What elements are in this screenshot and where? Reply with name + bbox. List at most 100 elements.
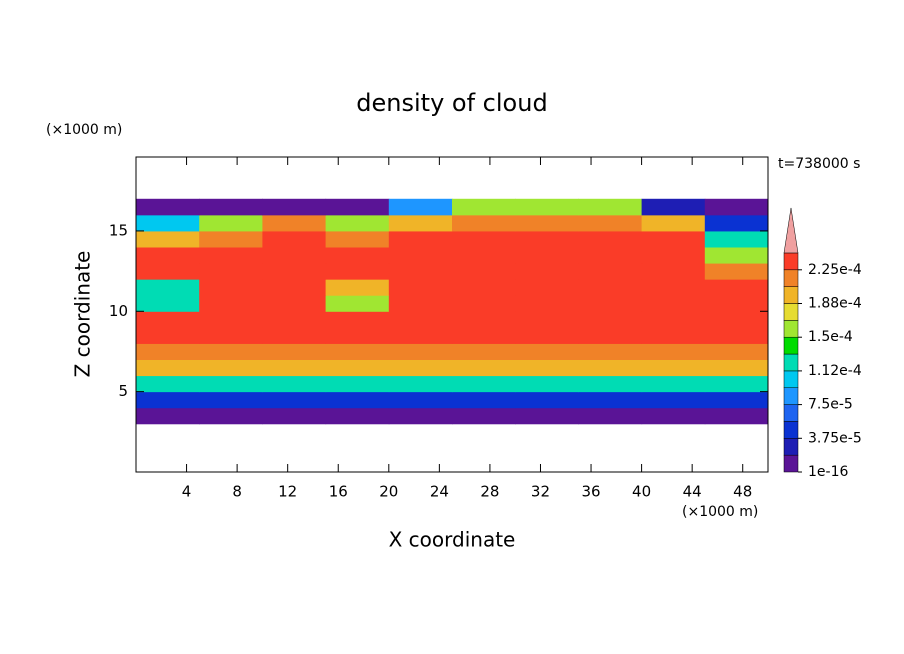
field-cell xyxy=(388,263,453,280)
field-cell xyxy=(199,230,263,248)
field-cell xyxy=(578,327,643,344)
field-cell xyxy=(199,391,263,409)
field-cell xyxy=(704,391,769,409)
field-cell xyxy=(641,391,706,409)
field-cell xyxy=(199,311,263,328)
field-cell xyxy=(578,359,643,377)
field-cell xyxy=(704,230,769,248)
colorbar-box xyxy=(783,252,799,271)
field-cell xyxy=(136,198,200,216)
field-cell xyxy=(199,279,263,296)
field-cell xyxy=(515,214,579,232)
field-cell xyxy=(704,359,769,377)
field-cell xyxy=(199,198,263,216)
field-cell xyxy=(452,198,516,216)
field-cell xyxy=(388,327,453,344)
colorbar-over xyxy=(783,207,799,254)
field-cell xyxy=(452,214,516,232)
field-cell xyxy=(136,343,200,360)
field-cell xyxy=(578,311,643,328)
colorbar-label: 1.88e-4 xyxy=(808,296,862,312)
field-cell xyxy=(388,343,453,360)
field-cell xyxy=(641,311,706,328)
colorbar-box xyxy=(783,438,799,456)
field-cell xyxy=(199,407,263,425)
field-cell xyxy=(704,407,769,425)
field-cell xyxy=(199,214,263,232)
field-cell xyxy=(325,311,390,328)
field-cell xyxy=(262,230,327,248)
field-cell xyxy=(388,247,453,264)
field-cell xyxy=(578,263,643,280)
field-cell xyxy=(578,198,643,216)
field-cell xyxy=(136,279,200,296)
field-cell xyxy=(515,343,579,360)
field-cell xyxy=(388,375,453,393)
field-cell xyxy=(704,295,769,312)
field-cell xyxy=(325,247,390,264)
field-cell xyxy=(325,359,390,377)
field-cell xyxy=(136,327,200,344)
field-cell xyxy=(199,247,263,264)
field-cell xyxy=(641,263,706,280)
field-cell xyxy=(452,359,516,377)
field-cell xyxy=(388,214,453,232)
field-cell xyxy=(262,279,327,296)
field-cell xyxy=(578,375,643,393)
colorbar-box xyxy=(783,454,799,473)
field-cell xyxy=(578,295,643,312)
x-tick-label: 24 xyxy=(430,483,449,501)
field-cell xyxy=(578,230,643,248)
field-cell xyxy=(325,198,390,216)
field-cell xyxy=(641,247,706,264)
field-cell xyxy=(641,295,706,312)
field-cell xyxy=(388,311,453,328)
field-cell xyxy=(515,359,579,377)
y-tick-label: 5 xyxy=(118,382,128,400)
x-tick-label: 16 xyxy=(329,483,348,501)
field-cell xyxy=(641,375,706,393)
field-cell xyxy=(262,295,327,312)
field-cell xyxy=(136,311,200,328)
field-cell xyxy=(199,343,263,360)
colorbar-label: 3.75e-5 xyxy=(808,430,862,446)
x-unit: (×1000 m) xyxy=(682,504,758,520)
field-cell xyxy=(262,343,327,360)
field-cell xyxy=(136,359,200,377)
field-cell xyxy=(452,279,516,296)
field-cell xyxy=(325,230,390,248)
field-cell xyxy=(136,247,200,264)
x-tick-label: 48 xyxy=(733,483,752,501)
field-cell xyxy=(325,407,390,425)
field-cell xyxy=(641,279,706,296)
field-cell xyxy=(578,391,643,409)
field-cell xyxy=(704,214,769,232)
field-cell xyxy=(325,214,390,232)
field-cell xyxy=(578,247,643,264)
field-cell xyxy=(515,407,579,425)
field-cell xyxy=(136,295,200,312)
field-cell xyxy=(515,295,579,312)
field-cell xyxy=(641,359,706,377)
field-cell xyxy=(452,327,516,344)
field-cell xyxy=(199,295,263,312)
field-cell xyxy=(704,247,769,264)
x-tick-label: 32 xyxy=(531,483,550,501)
field-cell xyxy=(388,391,453,409)
y-unit: (×1000 m) xyxy=(46,122,122,138)
colorbar-box xyxy=(783,387,799,405)
field-cell xyxy=(136,375,200,393)
colorbar-box xyxy=(783,370,799,388)
chart-title: density of cloud xyxy=(356,89,547,117)
x-tick-label: 36 xyxy=(581,483,600,501)
colorbar-box xyxy=(783,404,799,422)
field-cell xyxy=(262,311,327,328)
field-cell xyxy=(262,263,327,280)
field-cell xyxy=(515,311,579,328)
x-tick-label: 40 xyxy=(632,483,651,501)
field-cell xyxy=(262,391,327,409)
x-tick-label: 12 xyxy=(278,483,297,501)
field-cell xyxy=(641,214,706,232)
colorbar-label: 7.5e-5 xyxy=(808,397,853,413)
